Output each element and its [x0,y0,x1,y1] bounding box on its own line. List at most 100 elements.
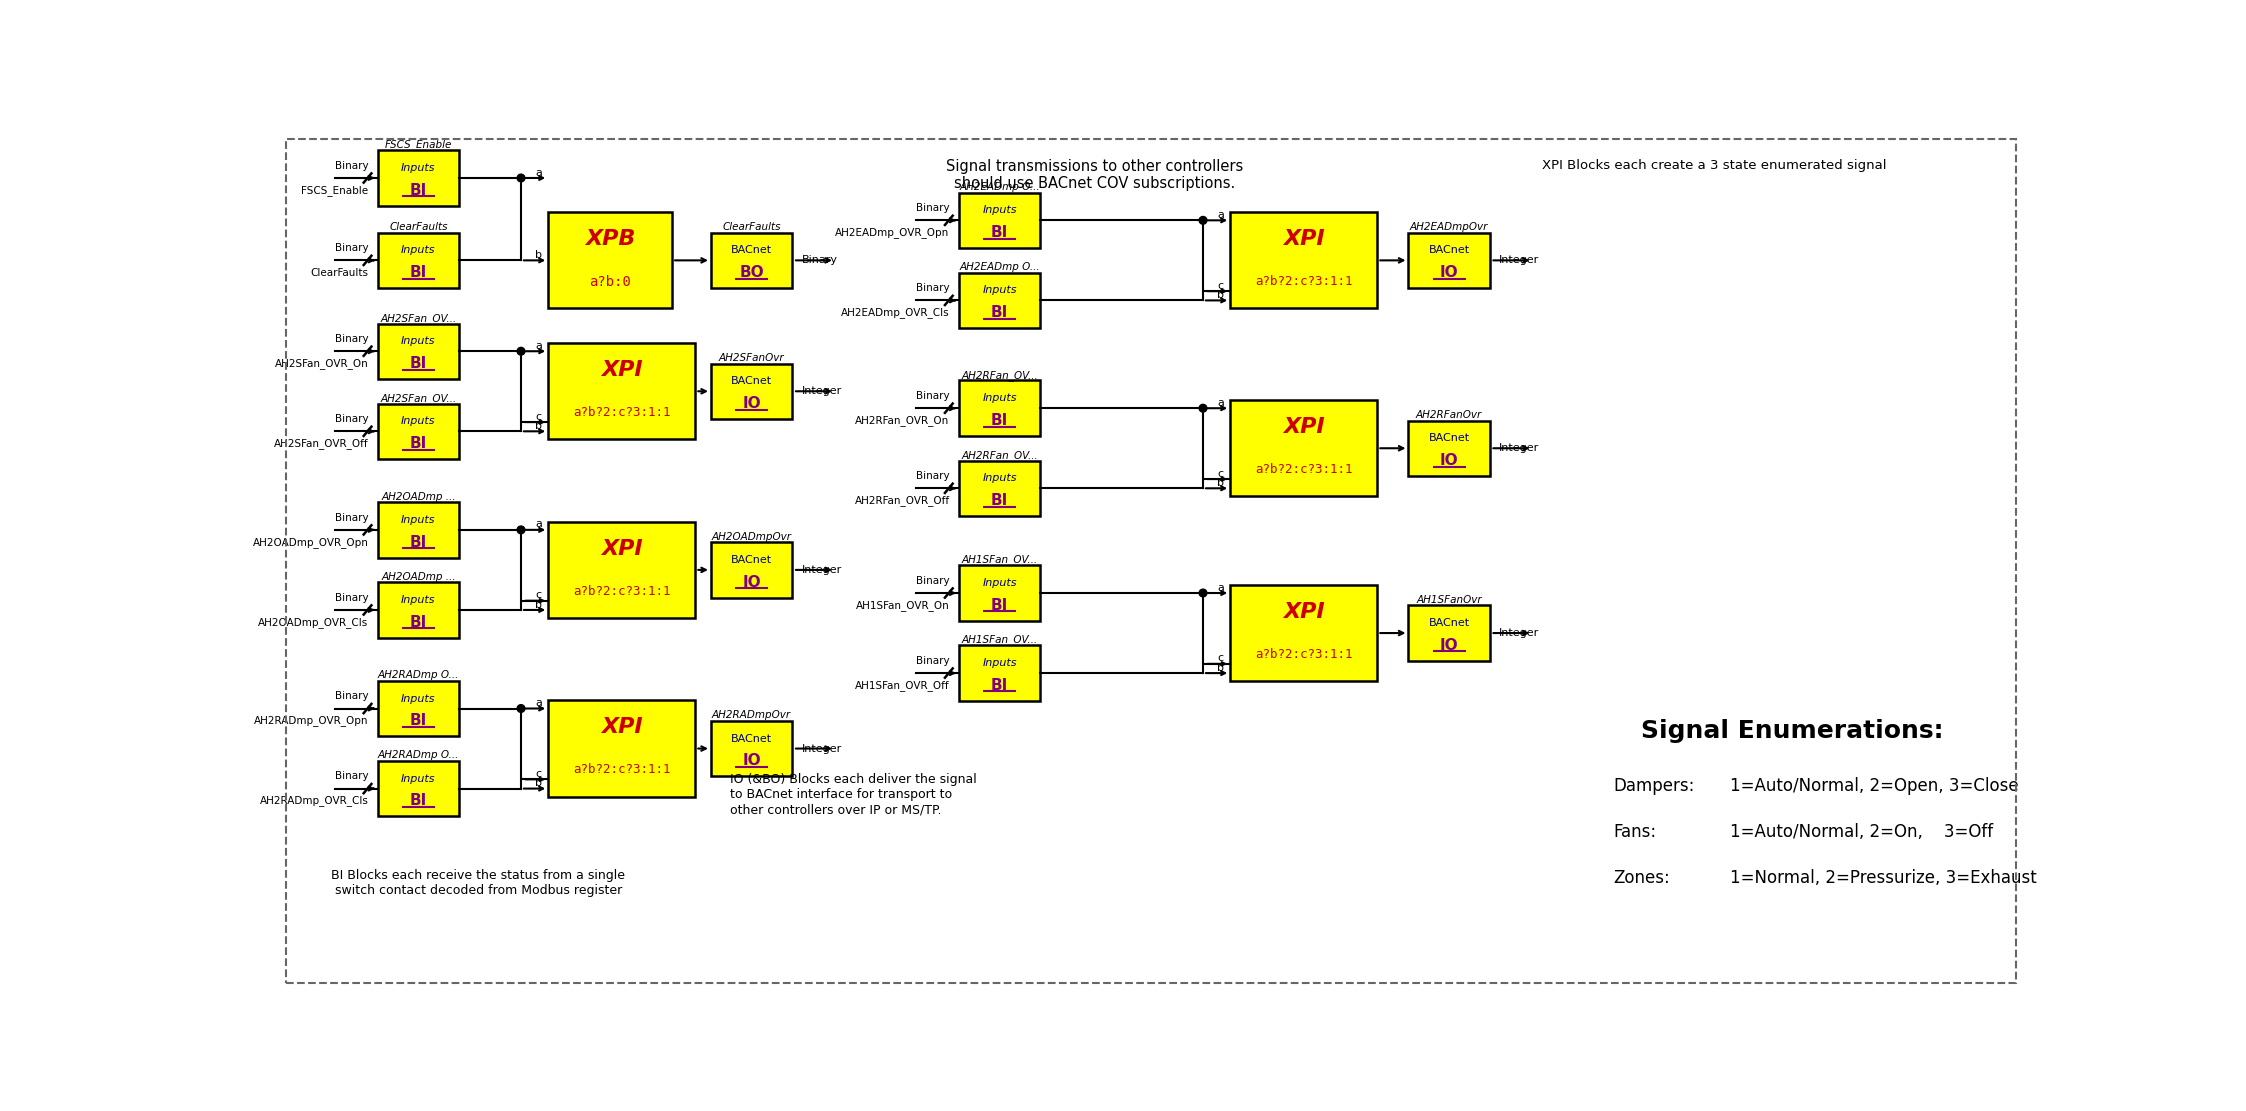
FancyBboxPatch shape [712,232,793,288]
Text: Binary: Binary [916,203,950,213]
Text: Inputs: Inputs [402,163,436,173]
Text: XPI Blocks each create a 3 state enumerated signal: XPI Blocks each create a 3 state enumera… [1543,159,1887,172]
Text: Binary: Binary [802,256,838,266]
Text: Integer: Integer [802,743,842,753]
Text: BI: BI [990,306,1008,320]
Text: AH2SFan_OV...: AH2SFan_OV... [380,312,456,323]
FancyBboxPatch shape [548,522,696,618]
Text: Inputs: Inputs [402,773,436,783]
FancyBboxPatch shape [377,232,458,288]
Text: BACnet: BACnet [730,733,773,743]
FancyBboxPatch shape [1231,400,1377,497]
Text: BI: BI [409,266,427,280]
Text: AH1SFan_OVR_Off: AH1SFan_OVR_Off [856,680,950,691]
FancyBboxPatch shape [712,542,793,598]
Text: a: a [535,520,541,530]
Text: AH1SFan_OVR_On: AH1SFan_OVR_On [856,600,950,611]
Text: IO: IO [1440,266,1458,280]
FancyBboxPatch shape [377,681,458,737]
FancyBboxPatch shape [1408,421,1489,476]
Text: c: c [1217,653,1224,663]
Text: IO: IO [741,574,761,590]
Text: AH2OADmp_OVR_Opn: AH2OADmp_OVR_Opn [252,537,368,548]
FancyBboxPatch shape [548,212,672,309]
Circle shape [1199,404,1206,412]
Text: Inputs: Inputs [402,246,436,256]
Text: a: a [1217,398,1224,408]
Text: a?b?2:c?3:1:1: a?b?2:c?3:1:1 [1256,463,1352,476]
Text: Binary: Binary [335,691,368,701]
Text: BI: BI [990,226,1008,240]
Text: BI: BI [409,182,427,198]
Text: b: b [1217,662,1224,672]
Text: b: b [535,600,541,610]
Text: IO: IO [1440,453,1458,468]
Text: IO: IO [741,396,761,411]
Text: FSCS_Enable: FSCS_Enable [301,184,368,196]
Circle shape [517,704,526,712]
FancyBboxPatch shape [959,461,1040,516]
Text: AH2RFan_OVR_Off: AH2RFan_OVR_Off [853,496,950,506]
Text: AH2SFan_OVR_On: AH2SFan_OVR_On [274,358,368,369]
Text: Integer: Integer [802,564,842,574]
Text: BI: BI [990,493,1008,508]
Text: a: a [1217,582,1224,592]
Text: a: a [1217,210,1224,220]
Text: AH1SFan_OV...: AH1SFan_OV... [961,634,1038,645]
Text: ClearFaults: ClearFaults [389,222,447,232]
Text: IO (&BO) Blocks each deliver the signal
to BACnet interface for transport to
oth: IO (&BO) Blocks each deliver the signal … [730,773,977,817]
Text: Binary: Binary [335,593,368,603]
FancyBboxPatch shape [377,761,458,817]
Text: c: c [1217,281,1224,291]
Text: AH2OADmpOvr: AH2OADmpOvr [712,532,791,542]
Text: a?b?2:c?3:1:1: a?b?2:c?3:1:1 [1256,276,1352,288]
Text: AH2RADmp O...: AH2RADmp O... [377,670,458,680]
FancyBboxPatch shape [712,721,793,777]
Text: Binary: Binary [335,243,368,253]
Text: c: c [1217,469,1224,479]
Text: XPI: XPI [602,360,642,380]
Text: c: c [537,412,541,422]
Text: XPI: XPI [602,539,642,559]
Text: AH2RADmp_OVR_Cls: AH2RADmp_OVR_Cls [261,795,368,807]
FancyBboxPatch shape [1231,584,1377,681]
Text: Fans:: Fans: [1613,823,1658,841]
Text: Inputs: Inputs [982,206,1017,216]
Text: a: a [535,341,541,351]
Text: Binary: Binary [916,283,950,293]
Text: c: c [537,769,541,779]
Text: BACnet: BACnet [730,246,773,256]
Text: b: b [535,250,541,260]
Text: BI: BI [409,713,427,728]
Text: Binary: Binary [335,771,368,781]
FancyBboxPatch shape [1408,605,1489,661]
FancyBboxPatch shape [712,363,793,419]
Text: XPI: XPI [1282,602,1325,622]
Text: Binary: Binary [335,161,368,171]
FancyBboxPatch shape [959,272,1040,328]
Text: AH2EADmp_OVR_Opn: AH2EADmp_OVR_Opn [836,227,950,238]
Text: a?b?2:c?3:1:1: a?b?2:c?3:1:1 [573,763,672,777]
Text: BI: BI [409,614,427,630]
FancyBboxPatch shape [377,403,458,459]
Text: b: b [1217,478,1224,488]
Text: AH2RFan_OV...: AH2RFan_OV... [961,370,1038,381]
Text: BI: BI [990,678,1008,693]
Text: AH2SFan_OV...: AH2SFan_OV... [380,393,456,403]
Text: BI Blocks each receive the status from a single
switch contact decoded from Modb: BI Blocks each receive the status from a… [332,870,624,898]
Circle shape [517,174,526,182]
Text: a?b:0: a?b:0 [588,274,631,289]
Text: AH2SFanOvr: AH2SFanOvr [719,353,784,363]
Text: AH1SFanOvr: AH1SFanOvr [1417,594,1482,605]
Circle shape [517,526,526,533]
FancyBboxPatch shape [548,343,696,439]
Text: BACnet: BACnet [1428,618,1469,628]
Text: Inputs: Inputs [982,473,1017,483]
Text: AH2EADmp_OVR_Cls: AH2EADmp_OVR_Cls [840,307,950,318]
FancyBboxPatch shape [959,380,1040,436]
Text: Integer: Integer [1498,256,1539,266]
Text: Inputs: Inputs [982,658,1017,668]
Text: ClearFaults: ClearFaults [310,268,368,278]
Text: Inputs: Inputs [402,595,436,605]
Text: Inputs: Inputs [402,417,436,427]
